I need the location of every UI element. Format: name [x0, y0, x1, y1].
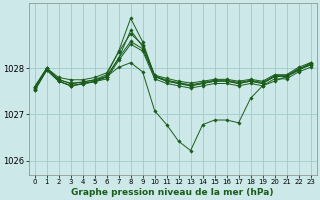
X-axis label: Graphe pression niveau de la mer (hPa): Graphe pression niveau de la mer (hPa)	[71, 188, 274, 197]
